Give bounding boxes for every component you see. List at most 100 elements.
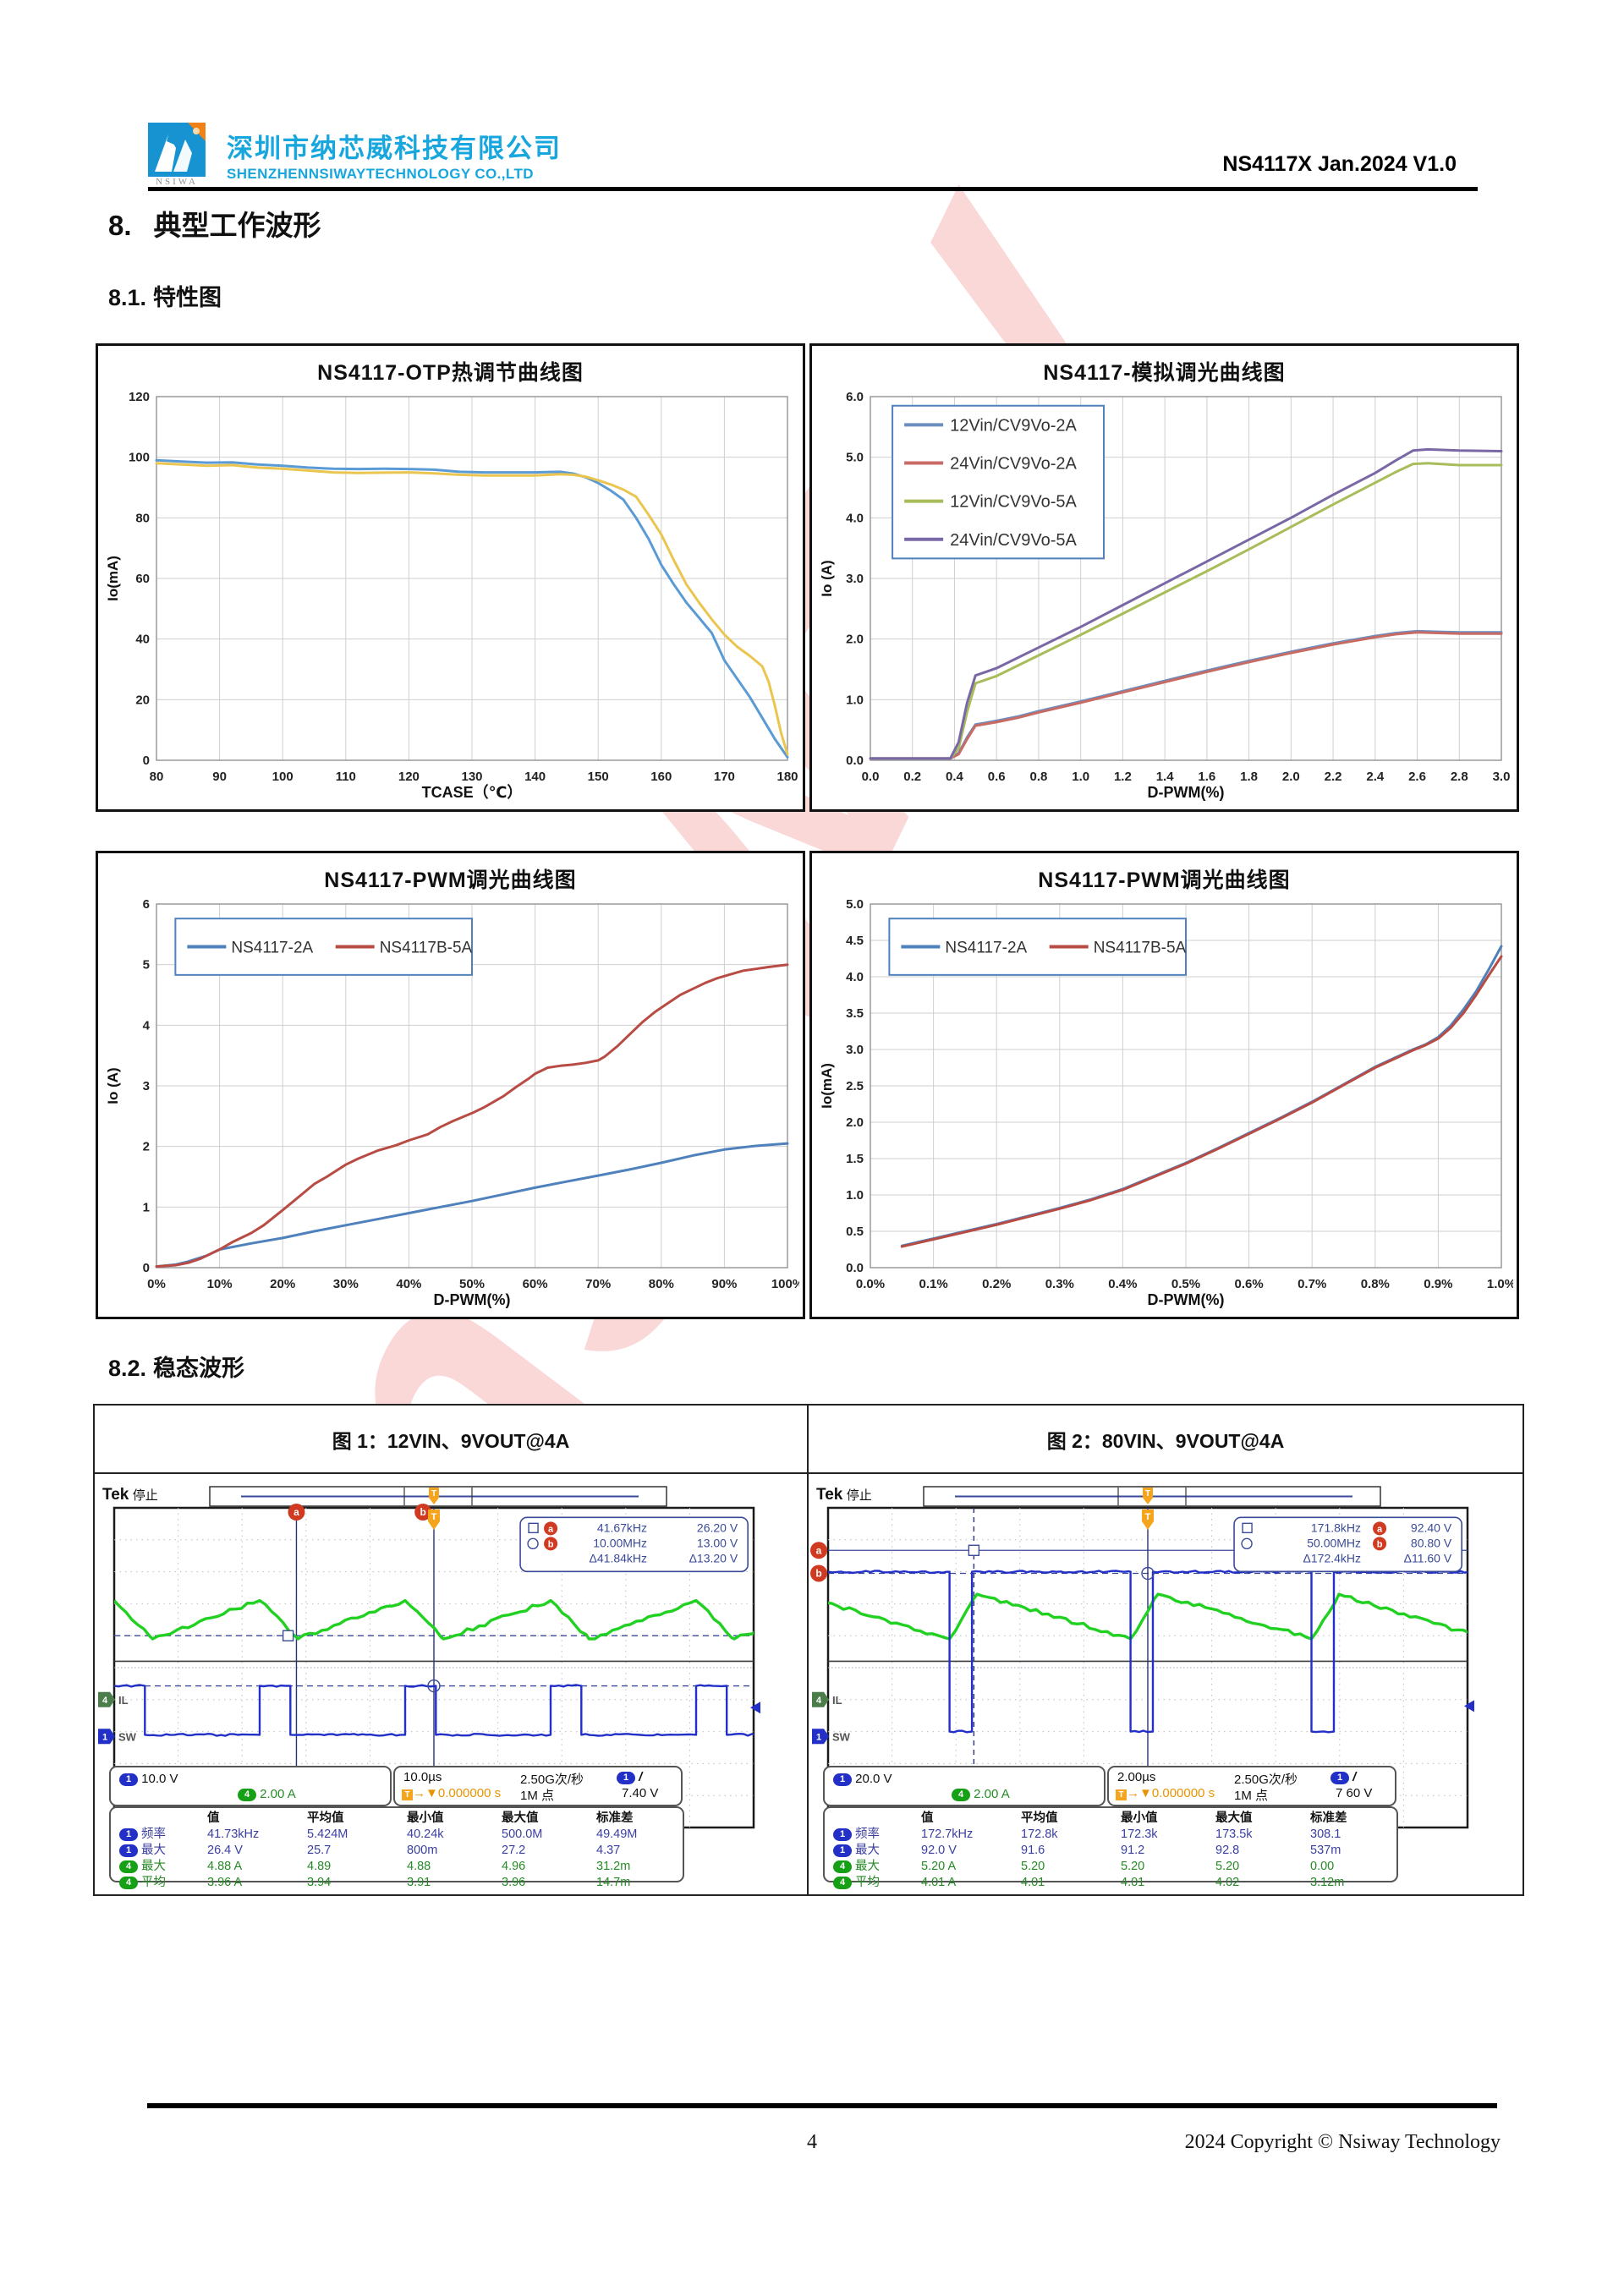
measurement-header: 标准差 xyxy=(1310,1811,1347,1825)
section-8-1-title: 特性图 xyxy=(153,285,222,310)
y-tick-label: 40 xyxy=(135,633,150,647)
series-line xyxy=(155,462,788,756)
trigger-delay-icon: T xyxy=(1116,1789,1127,1800)
measurement-value: 4.88 xyxy=(407,1860,431,1873)
trigger-level-arrow-icon xyxy=(1464,1700,1474,1712)
company-name-cn: 深圳市纳芯威科技有限公司 xyxy=(227,134,562,163)
measurement-value: 5.20 xyxy=(1121,1860,1145,1873)
cursor-a-marker xyxy=(968,1544,980,1556)
measurement-value: 172.8k xyxy=(1021,1827,1058,1841)
readout-badge xyxy=(544,1521,558,1536)
logo-mark-icon xyxy=(148,123,206,177)
trigger-marker-icon xyxy=(428,1510,440,1530)
y-tick-label: 1 xyxy=(142,1200,149,1214)
y-tick-label: 3.5 xyxy=(846,1006,864,1021)
readout-frequency: 171.8kHz xyxy=(1311,1521,1361,1534)
measurement-value: 4.88 A xyxy=(207,1860,243,1873)
x-tick-label: 100% xyxy=(771,1277,798,1291)
measurement-value: 5.20 A xyxy=(921,1860,957,1873)
measurement-value: 172.7kHz xyxy=(921,1827,974,1841)
trigger-level-arrow-icon xyxy=(750,1701,760,1714)
measurement-row-label: 4 最大 xyxy=(119,1859,207,1875)
logo-text: NSIWA xyxy=(156,177,198,187)
figure1-caption: 图 1：12VIN、9VOUT@4A xyxy=(95,1406,809,1474)
time-scale: 10.0µs xyxy=(403,1770,442,1784)
measurement-value: 173.5k xyxy=(1215,1827,1253,1841)
y-axis-title: Io(mA) xyxy=(105,556,121,601)
y-tick-label: 80 xyxy=(135,511,150,525)
section-8-2-number: 8.2. xyxy=(108,1356,147,1381)
ch4-scale: 2.00 A xyxy=(974,1787,1010,1801)
measurement-header: 标准差 xyxy=(596,1811,634,1825)
measurement-row-label: 4 平均 xyxy=(833,1875,921,1891)
legend-label: 24Vin/CV9Vo-2A xyxy=(950,454,1077,473)
y-tick-label: 5 xyxy=(142,958,149,973)
x-tick-label: 0.5% xyxy=(1171,1277,1199,1291)
chart-title: NS4117-模拟调光曲线图 xyxy=(1043,361,1286,385)
x-tick-label: 0% xyxy=(147,1277,166,1291)
measurement-value: 91.2 xyxy=(1121,1844,1145,1857)
readout-badge xyxy=(1373,1521,1387,1536)
x-tick-label: 70% xyxy=(585,1277,611,1291)
measurement-value: 4.02 xyxy=(1215,1876,1240,1889)
readout-square-icon xyxy=(1242,1522,1253,1534)
measurement-header: 最小值 xyxy=(407,1811,444,1825)
x-tick-label: 120 xyxy=(398,770,419,784)
pwm-dimming-full-plot: 0% 10% 20% 30% 40% 50% 60% 70% 80% 90% 100% 0 1 2 3 4 5 6… xyxy=(105,897,799,1308)
ch1-pill: 1 xyxy=(833,1773,852,1786)
trigger-t: T xyxy=(431,1512,437,1522)
readout-frequency: 10.00MHz xyxy=(593,1536,647,1549)
cursor-badge xyxy=(810,1564,827,1582)
measurement-row-label: 4 平均 xyxy=(119,1875,207,1891)
chart-pwm-dimming-low: NS4117-PWM调光曲线图 0.0% 0.1% 0.2% 0.3% 0.4% 0.5%… xyxy=(809,851,1519,1319)
section-8-2-title: 稳态波形 xyxy=(153,1356,245,1381)
cursor-badge-letter: b xyxy=(815,1567,821,1579)
cursor-readout-box xyxy=(519,1516,749,1573)
y-tick-label: 20 xyxy=(135,693,150,707)
measurement-value: 172.3k xyxy=(1121,1827,1158,1841)
measurement-value: 40.24k xyxy=(407,1827,444,1841)
cursor-badge-letter: a xyxy=(816,1544,822,1556)
y-tick-label: 2.0 xyxy=(846,1115,864,1130)
x-tick-label: 180 xyxy=(776,770,798,784)
tek-status-label: Tek 停止 xyxy=(816,1486,872,1504)
legend-label: 12Vin/CV9Vo-5A xyxy=(950,493,1077,512)
channel-label: IL xyxy=(832,1694,842,1707)
pwm-dimming-low-plot: 0.0% 0.1% 0.2% 0.3% 0.4% 0.5% 0.6% 0.7% 0.8% 0.9%… xyxy=(819,897,1513,1308)
cursor-b-marker xyxy=(1141,1566,1155,1581)
x-axis-title: D-PWM(%) xyxy=(1147,784,1224,801)
readout-voltage: 92.40 V xyxy=(1411,1521,1452,1534)
chart-pwm-dimming-full: NS4117-PWM调光曲线图 0% 10% 20% 30% 40% 50% 60% 70% 8… xyxy=(96,851,805,1319)
channel-scale-box: 1 10.0 V 4 2.00 A xyxy=(109,1766,392,1806)
y-tick-label: 5.0 xyxy=(846,451,864,465)
x-tick-label: 0.7% xyxy=(1298,1277,1326,1291)
measurement-header: 值 xyxy=(207,1811,220,1825)
trigger-marker-icon xyxy=(1142,1510,1154,1530)
readout-frequency: Δ172.4kHz xyxy=(1303,1551,1362,1564)
series-line xyxy=(900,955,1502,1248)
tek-status-label: Tek 停止 xyxy=(102,1486,158,1504)
x-tick-label: 0.4% xyxy=(1108,1277,1137,1291)
chart-title: NS4117-PWM调光曲线图 xyxy=(1038,869,1291,892)
trigger-t: T xyxy=(1145,1512,1151,1522)
channel-label: IL xyxy=(118,1694,129,1707)
y-tick-label: 2.5 xyxy=(846,1079,864,1093)
x-tick-label: 0.0 xyxy=(861,770,879,784)
cursor-badge xyxy=(810,1542,827,1559)
measurement-value: 92.8 xyxy=(1215,1844,1240,1857)
sample-rate: 2.50G次/秒 xyxy=(520,1773,584,1787)
measurement-value: 800m xyxy=(407,1844,438,1857)
section-8-2-heading: 8.2. 稳态波形 xyxy=(108,1350,244,1383)
channel-number: 4 xyxy=(102,1696,108,1706)
y-tick-label: 4 xyxy=(142,1018,150,1033)
trigger-t: T xyxy=(431,1489,436,1499)
readout-badge-letter: a xyxy=(1377,1524,1383,1534)
channel-number: 1 xyxy=(816,1732,821,1742)
y-tick-label: 2 xyxy=(142,1140,149,1154)
x-tick-label: 130 xyxy=(461,770,482,784)
tek-run-state: 停止 xyxy=(132,1488,158,1503)
x-tick-label: 0.9% xyxy=(1424,1277,1452,1291)
measurement-value: 3.96 xyxy=(502,1876,526,1889)
measurement-header: 最大值 xyxy=(1215,1811,1253,1825)
